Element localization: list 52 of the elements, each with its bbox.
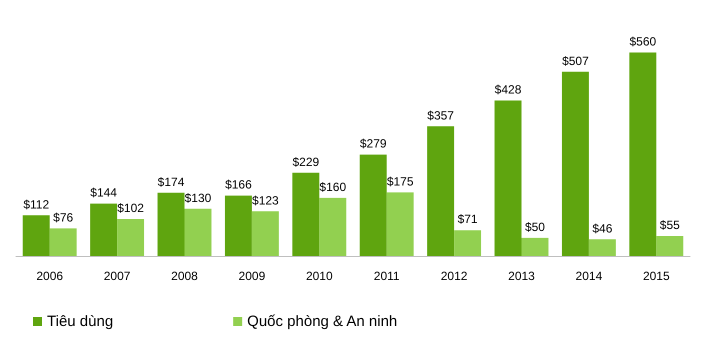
data-label: $55: [660, 218, 680, 232]
data-label: $357: [427, 108, 454, 122]
data-label: $507: [562, 54, 590, 68]
x-tick-label: 2014: [576, 269, 603, 283]
data-label: $112: [23, 197, 50, 212]
x-tick-label: 2011: [374, 269, 400, 283]
legend-label: Quốc phòng & An ninh: [247, 313, 398, 330]
data-label: $46: [592, 221, 613, 236]
bar: [252, 211, 279, 256]
bar: [292, 172, 320, 256]
data-label: $174: [158, 174, 185, 189]
data-label: $76: [53, 210, 74, 224]
x-tick-label: 2007: [104, 269, 131, 283]
bar: [22, 215, 50, 256]
bar: [522, 238, 548, 256]
bar: [562, 72, 589, 256]
x-tick-label: 2013: [508, 269, 536, 283]
x-tick-label: 2008: [171, 269, 198, 283]
data-label: $175: [386, 174, 414, 188]
data-label: $144: [90, 186, 118, 200]
x-tick-label: 2015: [642, 269, 670, 283]
bar: [494, 100, 522, 256]
x-tick-label: 2010: [306, 269, 333, 283]
x-tick-label: 2012: [440, 269, 468, 283]
data-label: $123: [252, 193, 280, 208]
bar: [427, 126, 454, 256]
data-label: $166: [225, 178, 252, 192]
data-label: $560: [629, 34, 656, 49]
data-label: $71: [458, 212, 478, 226]
bar: [184, 208, 212, 256]
bar: [158, 192, 184, 256]
data-label: $130: [184, 190, 212, 205]
bar: [50, 228, 77, 256]
bar: [629, 52, 656, 256]
data-label: $160: [319, 180, 346, 194]
x-tick-label: 2009: [238, 269, 266, 283]
data-label: $279: [360, 136, 387, 151]
bar: [319, 198, 346, 256]
x-tick-label: 2006: [36, 269, 64, 283]
bar: [588, 239, 616, 256]
legend-label: Tiêu dùng: [47, 313, 114, 330]
bar: [360, 154, 387, 256]
bar: [90, 204, 118, 256]
bar: [454, 230, 482, 256]
data-label: $50: [524, 220, 546, 234]
bar: [224, 196, 252, 256]
bar: [386, 192, 414, 256]
data-label: $102: [117, 200, 144, 215]
data-label: $229: [292, 154, 320, 169]
data-label: $428: [494, 82, 522, 96]
bar: [656, 236, 684, 256]
bar: [117, 218, 144, 256]
